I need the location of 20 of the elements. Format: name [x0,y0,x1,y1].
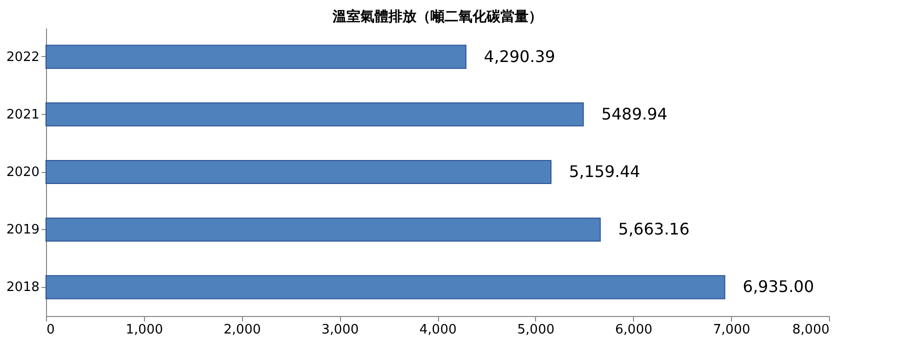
data-label: 4,290.39 [484,46,556,66]
data-label: 6,935.00 [742,277,814,296]
x-tick-label: 3,000 [322,322,359,338]
x-tick-label: 5,000 [517,322,554,338]
y-tick-label: 2021 [6,107,40,122]
data-label: 5,159.44 [568,162,640,181]
x-tick-label: 6,000 [615,322,652,338]
x-tick-label: 7,000 [713,322,750,338]
x-tick-label: 8,000 [792,322,830,338]
y-tick-label: 2020 [6,165,40,180]
x-tick-label: 2,000 [224,322,261,338]
x-tick-label: 4,000 [419,322,457,338]
data-label: 5489.94 [601,104,668,124]
chart-title: 溫室氣體排放（噸二氧化碳當量） [332,8,542,25]
y-tick-label: 2022 [6,50,40,65]
x-tick-label: 1,000 [126,322,163,338]
x-tick-label: 0 [46,322,55,338]
y-tick-label: 2019 [6,222,40,238]
data-label: 5,663.16 [618,220,690,239]
y-tick-label: 2018 [6,280,40,296]
